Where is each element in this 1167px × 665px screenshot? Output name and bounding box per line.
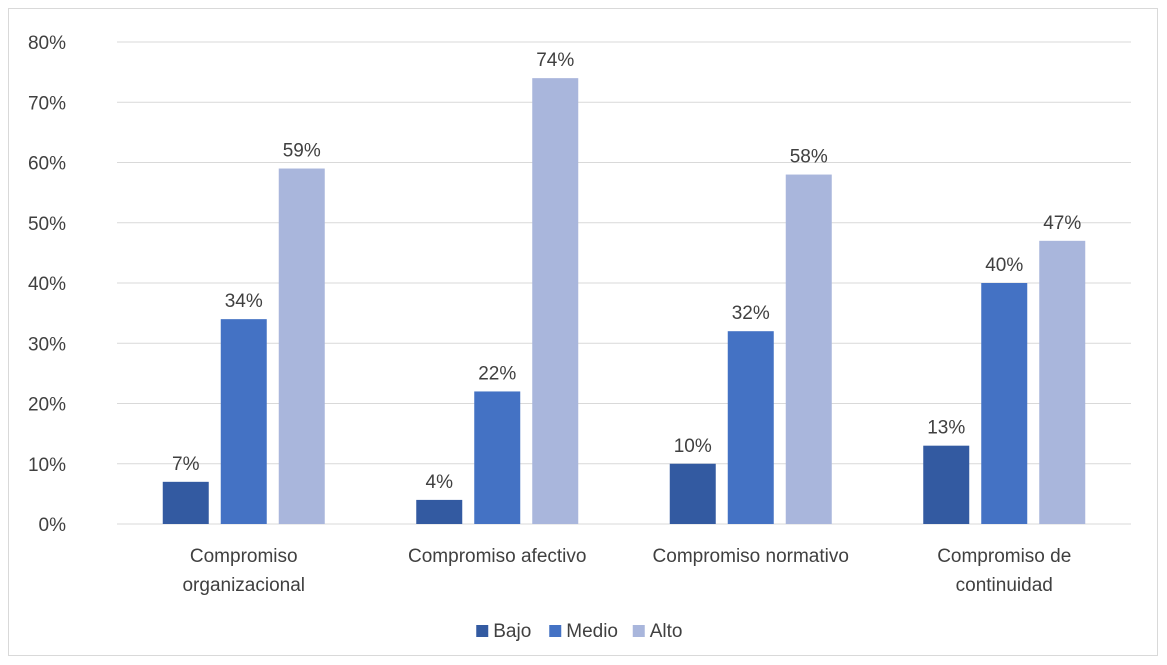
chart-area: 0% 10% 20% 30% 40% 50% 60% 70% 80% 7% 34% 59% 4% 22%…	[8, 8, 1158, 656]
bar-alto	[279, 169, 325, 524]
data-label: 58%	[790, 147, 828, 168]
data-label: 59%	[283, 141, 321, 162]
category-label: continuidad	[956, 575, 1053, 596]
data-label: 32%	[732, 303, 770, 324]
category-label: organizacional	[182, 575, 305, 596]
category-label: Compromiso afectivo	[408, 546, 586, 567]
legend-label: Alto	[650, 621, 683, 642]
bar-medio	[474, 391, 520, 524]
legend-label: Bajo	[493, 621, 531, 642]
y-tick-label: 40%	[28, 274, 66, 295]
bar-bajo	[923, 446, 969, 524]
gridlines	[117, 42, 1131, 524]
data-label: 7%	[172, 454, 200, 475]
bar-medio	[221, 319, 267, 524]
y-axis-ticks: 0% 10% 20% 30% 40% 50% 60% 70% 80%	[28, 33, 66, 536]
bar-medio	[981, 283, 1027, 524]
data-label: 10%	[674, 436, 712, 457]
y-tick-label: 80%	[28, 33, 66, 54]
bar-alto	[532, 78, 578, 524]
y-tick-label: 70%	[28, 93, 66, 114]
legend-swatch-bajo	[476, 625, 488, 637]
legend-swatch-medio	[549, 625, 561, 637]
y-tick-label: 20%	[28, 395, 66, 416]
y-tick-label: 0%	[39, 515, 67, 536]
category-label: Compromiso	[190, 546, 298, 567]
y-tick-label: 30%	[28, 334, 66, 355]
data-label: 22%	[478, 363, 516, 384]
bar-chart: 0% 10% 20% 30% 40% 50% 60% 70% 80% 7% 34% 59% 4% 22%…	[9, 9, 1159, 657]
y-tick-label: 50%	[28, 214, 66, 235]
data-label: 4%	[426, 472, 454, 493]
data-label: 74%	[536, 50, 574, 71]
bar-bajo	[163, 482, 209, 524]
y-tick-label: 60%	[28, 154, 66, 175]
legend: Bajo Medio Alto	[476, 621, 682, 642]
bar-medio	[728, 331, 774, 524]
bar-alto	[786, 175, 832, 524]
legend-swatch-alto	[633, 625, 645, 637]
legend-label: Medio	[566, 621, 618, 642]
category-label: Compromiso de	[937, 546, 1071, 567]
category-label: Compromiso normativo	[653, 546, 849, 567]
bar-bajo	[670, 464, 716, 524]
data-label: 13%	[927, 418, 965, 439]
x-axis-categories: Compromiso organizacional Compromiso afect…	[182, 546, 1071, 596]
data-label: 34%	[225, 291, 263, 312]
bar-alto	[1039, 241, 1085, 524]
bar-bajo	[416, 500, 462, 524]
data-label: 40%	[985, 255, 1023, 276]
y-tick-label: 10%	[28, 455, 66, 476]
data-label: 47%	[1043, 213, 1081, 234]
